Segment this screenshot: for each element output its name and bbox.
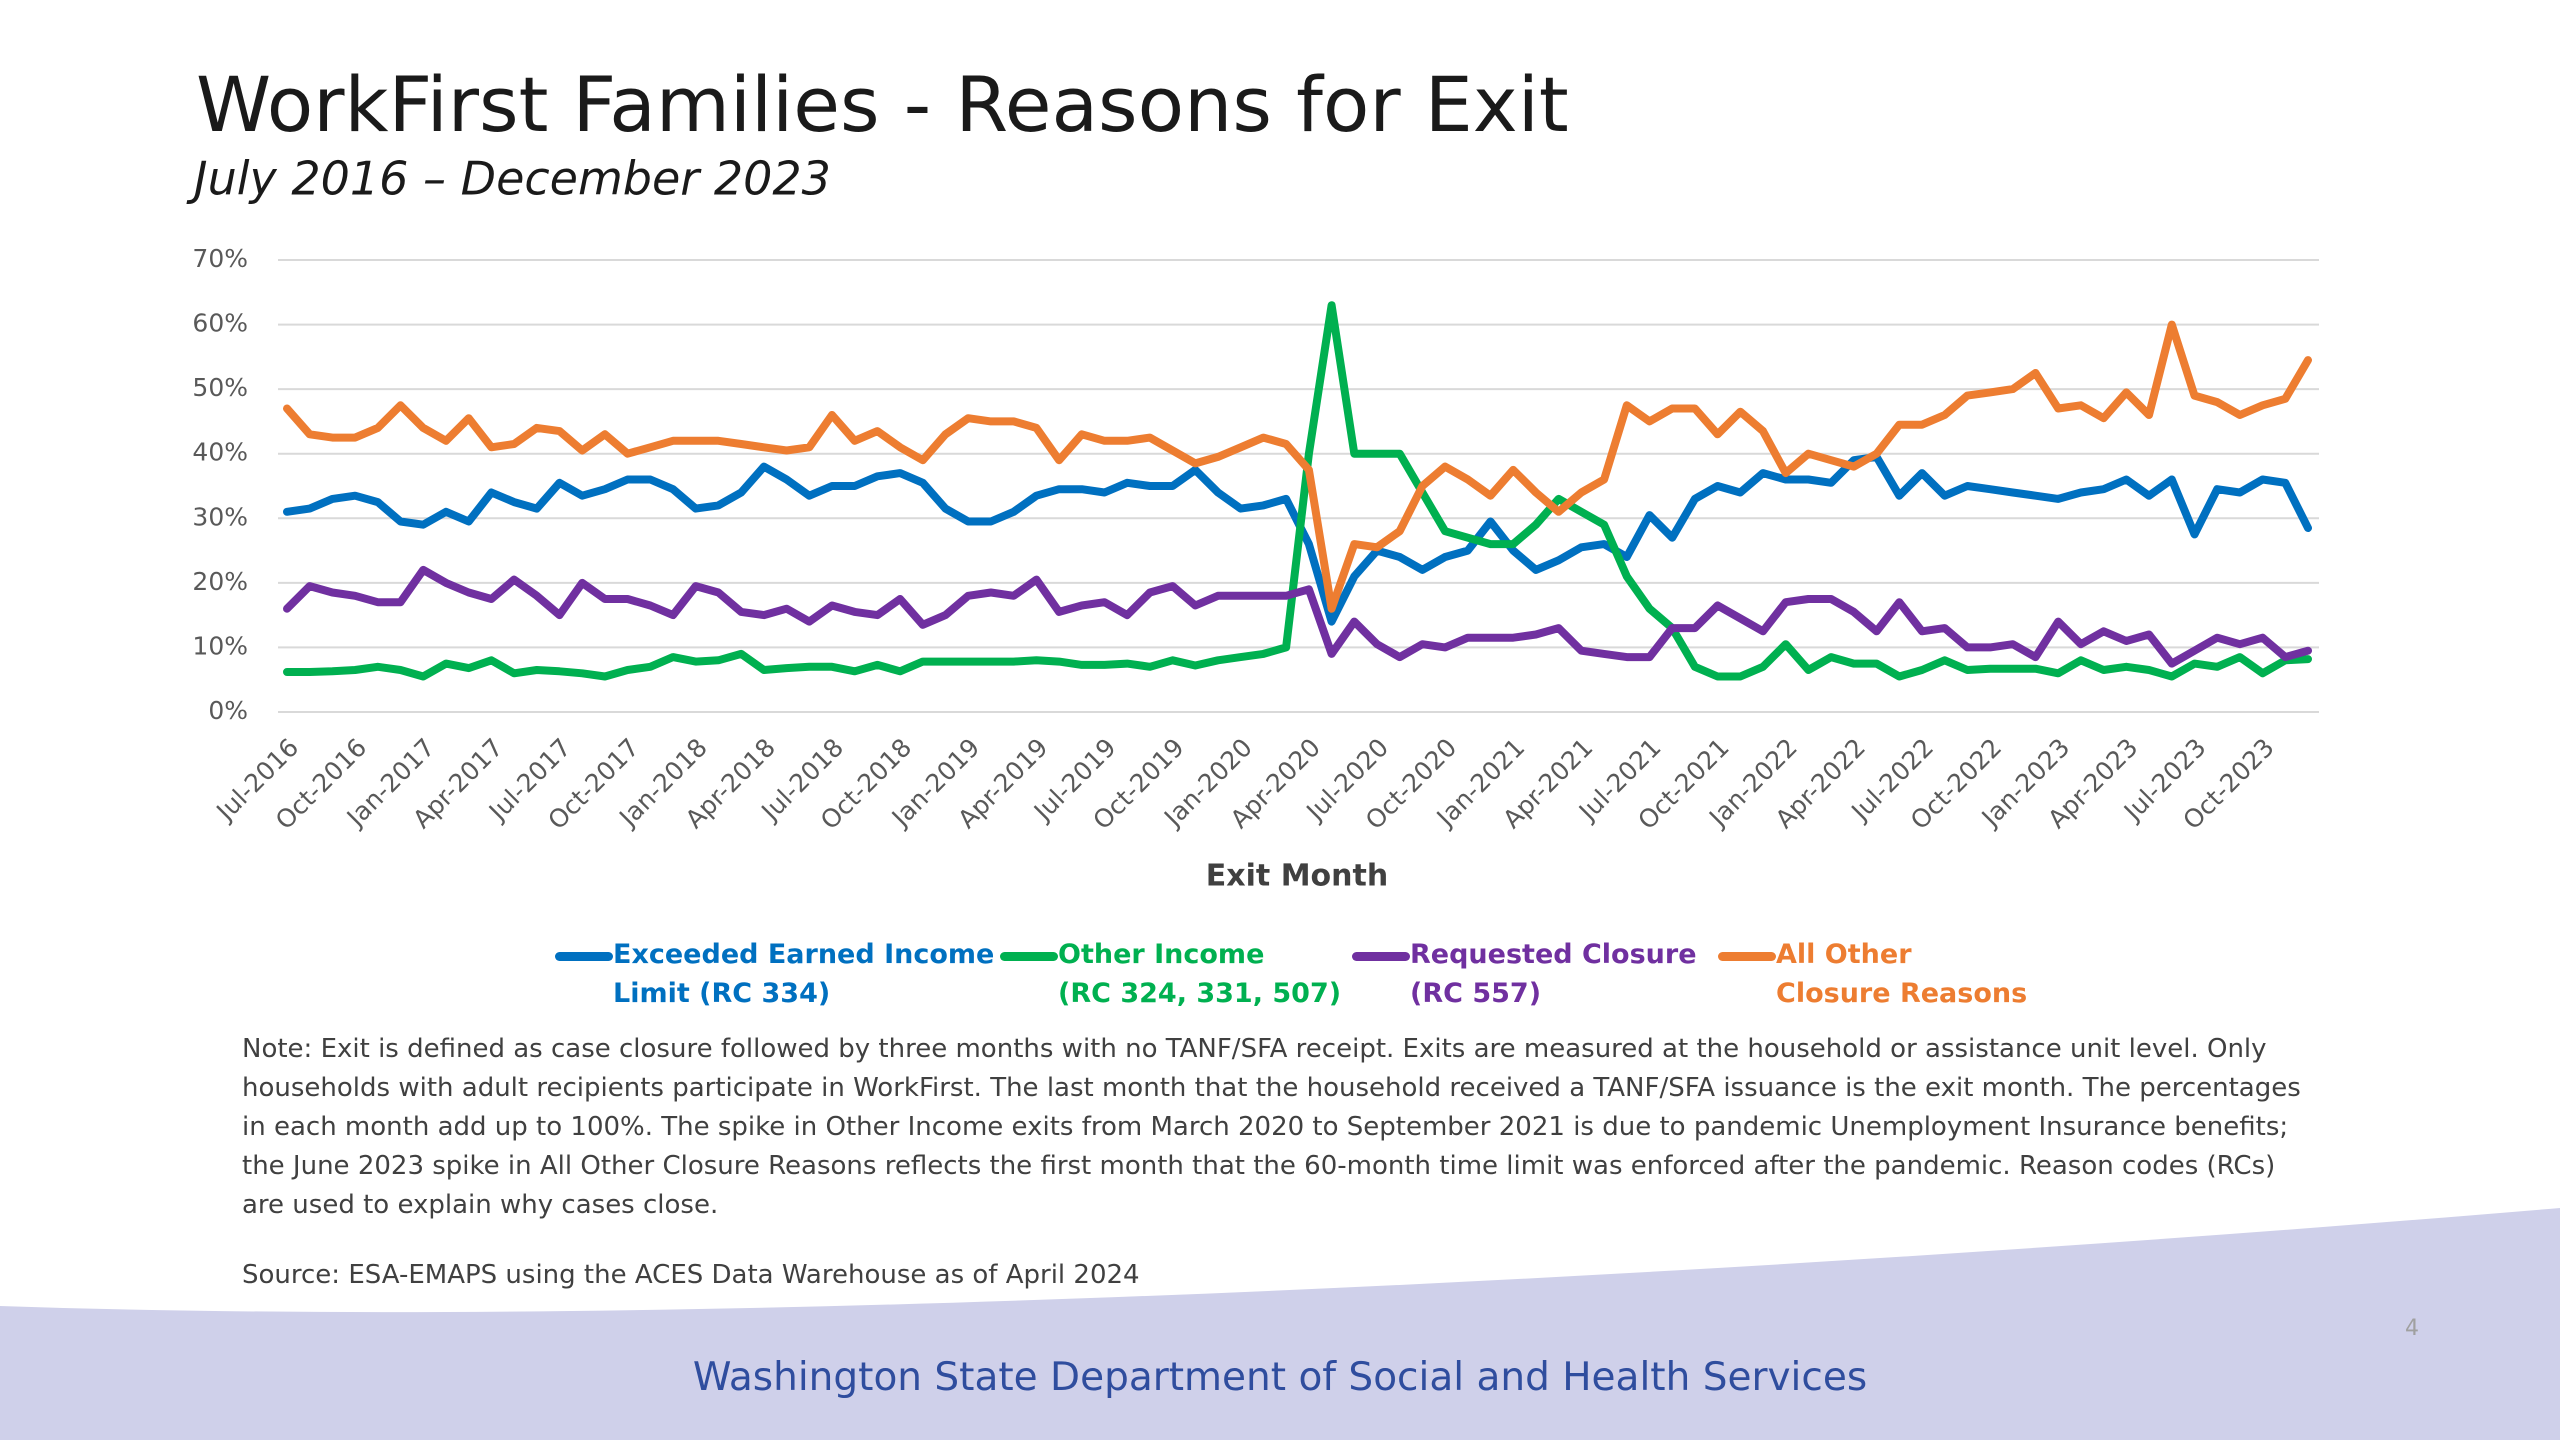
y-tick-label: 10% [192,631,248,660]
y-tick-label: 40% [192,438,248,467]
y-tick-label: 50% [192,373,248,402]
x-axis-title: Exit Month [1206,859,1388,894]
y-tick-label: 20% [192,567,248,596]
y-tick-label: 30% [192,502,248,531]
legend-swatch [1000,952,1058,961]
y-tick-label: 70% [192,244,248,273]
note: Note: Exit is defined as case closure fo… [242,1034,2301,1220]
legend-swatch [555,952,613,961]
footer: Washington State Department of Social an… [692,1355,1868,1400]
chart-title: WorkFirst Families - Reasons for Exit [196,60,1569,149]
y-tick-label: 60% [192,309,248,338]
source: Source: ESA-EMAPS using the ACES Data Wa… [242,1260,1140,1290]
legend-label: Other Income (RC 324, 331, 507) [1058,939,1342,1009]
legend-label: All Other Closure Reasons [1776,939,2028,1009]
legend: Exceeded Earned Income Limit (RC 334) Oth… [0,935,2560,1025]
legend-item: Exceeded Earned Income Limit (RC 334) [555,935,994,1013]
series-line [283,320,2312,613]
legend-label: Requested Closure (RC 557) [1410,939,1697,1009]
legend-item: All Other Closure Reasons [1718,935,2027,1013]
chart-subtitle: July 2016 – December 2023 [186,152,831,206]
series-line [283,301,2312,681]
legend-label: Exceeded Earned Income Limit (RC 334) [613,939,995,1009]
page-number: 4 [2405,1316,2419,1341]
legend-swatch [1352,952,1410,961]
legend-item: Requested Closure (RC 557) [1352,935,1697,1013]
footer-band [0,1208,2560,1440]
legend-item: Other Income (RC 324, 331, 507) [1000,935,1341,1013]
legend-swatch [1718,952,1776,961]
series-line [283,565,2312,668]
y-tick-label: 0% [208,696,248,725]
